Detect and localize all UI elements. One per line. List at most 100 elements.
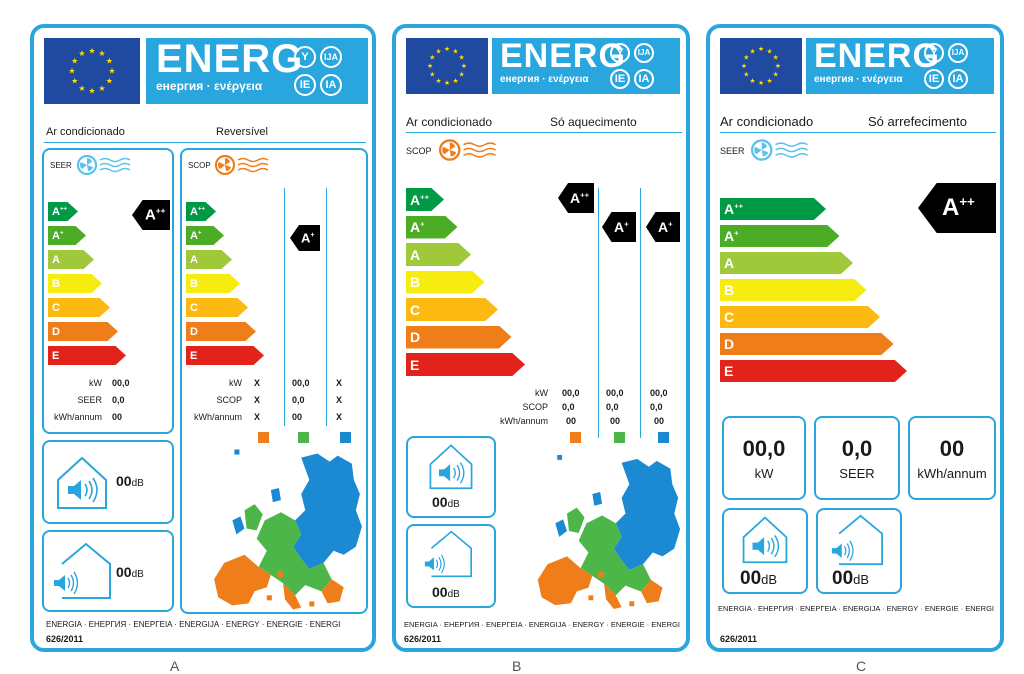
- zone-square-orange: [258, 432, 269, 443]
- row-kw-label: kW: [535, 388, 548, 398]
- class-arrow-c: C: [186, 298, 248, 317]
- footer-languages: ENERGIA · ЕНЕРГИЯ · ΕΝΕΡΓΕΙΑ · ENERGIJA …: [718, 604, 994, 613]
- svg-text:★: ★: [88, 87, 95, 96]
- outdoor-noise-value: 00dB: [116, 564, 144, 580]
- stat-seer-unit: SEER: [839, 466, 875, 481]
- indoor-noise-value: 00dB: [740, 568, 778, 589]
- regulation-number: 626/2011: [720, 634, 758, 644]
- class-arrow-e: E: [406, 353, 525, 376]
- europe-climate-map-icon: [528, 452, 684, 614]
- class-arrow-e: E: [720, 360, 907, 382]
- scop-row-kw-v2: 00,0: [292, 378, 310, 388]
- indoor-noise-value: 00dB: [432, 494, 460, 510]
- eu-flag-icon: ★ ★ ★ ★ ★ ★ ★ ★ ★ ★ ★ ★: [44, 38, 140, 104]
- indoor-noise-panel: [722, 508, 808, 594]
- mode-label: Reversível: [216, 126, 268, 138]
- class-arrow-b: B: [186, 274, 240, 293]
- class-arrow-c: C: [720, 306, 880, 328]
- fan-heat-icon: [214, 154, 274, 176]
- svg-text:★: ★: [71, 77, 78, 86]
- seer-row-kwh-label: kWh/annum: [53, 412, 102, 422]
- scop-row-kwh-v1: X: [254, 412, 261, 422]
- scop-row-kwh-v2: 00: [292, 412, 303, 422]
- product-label: Ar condicionado: [46, 126, 125, 138]
- caption-c: C: [856, 658, 867, 674]
- row-scop-v3: 0,0: [650, 402, 663, 412]
- lang-circle-y: Y: [294, 46, 316, 68]
- lang-circle-ia: IA: [948, 69, 968, 89]
- stat-kwh-unit: kWh/annum: [917, 466, 987, 481]
- zone-divider-1: [284, 188, 285, 426]
- outdoor-noise-icon: [418, 530, 478, 578]
- energy-label-a: ★ ★ ★ ★ ★ ★ ★ ★ ★ ★ ★ ★ ENERG енергия · ενέργεια Y …: [30, 24, 376, 652]
- svg-text:★: ★: [78, 84, 85, 93]
- europe-climate-map-icon: [204, 448, 366, 613]
- class-arrow-ap: A+: [720, 225, 840, 247]
- zone-square-green: [614, 432, 625, 443]
- svg-text:★: ★: [743, 71, 749, 79]
- svg-text:★: ★: [766, 77, 772, 85]
- row-kwh-label: kWh/annum: [499, 416, 548, 426]
- header-divider: [406, 132, 682, 133]
- row-kwh-v2: 00: [610, 416, 621, 426]
- scop-row-kw-label: kW: [229, 378, 242, 388]
- row-kw-v3: 00,0: [650, 388, 668, 398]
- class-arrow-d: D: [48, 322, 118, 341]
- class-arrow-ap: A+: [406, 215, 458, 239]
- row-scop-label: SCOP: [522, 402, 548, 412]
- outdoor-noise-value: 00dB: [832, 568, 870, 589]
- scop-title: SCOP: [406, 146, 432, 156]
- eu-stars-icon: ★ ★★★★★★★★★★★: [741, 45, 781, 87]
- header-divider: [720, 132, 996, 133]
- footer-languages: ENERGIA · ЕНЕРГИЯ · ΕΝΕΡΓΕΙΑ · ENERGIJA …: [404, 620, 680, 629]
- fan-heat-icon: [438, 138, 502, 162]
- scop-badge-zone-1: A++: [558, 183, 594, 213]
- mode-label: Só aquecimento: [550, 115, 637, 129]
- class-arrow-app: A++: [48, 202, 78, 221]
- class-arrow-app: A++: [406, 188, 444, 211]
- lang-circle-ie: IE: [610, 69, 630, 89]
- svg-text:★: ★: [427, 62, 433, 70]
- class-arrow-d: D: [186, 322, 256, 341]
- svg-text:★: ★: [98, 84, 105, 93]
- seer-class-badge: A++: [918, 183, 996, 233]
- class-arrow-c: C: [48, 298, 110, 317]
- scop-row-scop-label: SCOP: [216, 395, 242, 405]
- indoor-noise-icon: [740, 514, 790, 564]
- stat-kwh-value: 00: [939, 436, 965, 461]
- svg-text:★: ★: [452, 77, 458, 85]
- energy-word: ENERG: [156, 37, 304, 81]
- svg-text:★: ★: [743, 54, 749, 62]
- eu-stars-icon: ★ ★★★★★★★★★★★: [68, 47, 115, 96]
- class-arrow-app: A++: [720, 198, 826, 220]
- svg-text:★: ★: [108, 67, 115, 76]
- class-arrow-e: E: [186, 346, 264, 365]
- scop-panel: [180, 148, 368, 614]
- svg-text:★: ★: [775, 62, 781, 70]
- svg-text:★: ★: [88, 47, 95, 56]
- stat-kw-value: 00,0: [742, 436, 786, 461]
- svg-text:★: ★: [741, 62, 747, 70]
- energy-label-c: ★ ★ ★ ★ ★ ★ ★ ★ ★ ★ ★ ★ ENERG енергия · ενέργεια Y …: [706, 24, 1004, 652]
- eu-flag-icon: ★ ★ ★ ★ ★ ★ ★ ★ ★ ★ ★ ★: [720, 38, 802, 94]
- indoor-noise-icon: [54, 454, 110, 510]
- class-arrow-a: A: [48, 250, 94, 269]
- scop-row-scop-v2: 0,0: [292, 395, 305, 405]
- lang-circle-y: Y: [924, 43, 944, 63]
- lang-circle-ie: IE: [924, 69, 944, 89]
- class-arrow-a: A: [406, 243, 471, 266]
- row-kw-v2: 00,0: [606, 388, 624, 398]
- svg-text:★: ★: [71, 57, 78, 66]
- lang-circle-ija: IJA: [320, 46, 342, 68]
- outdoor-noise-panel: [816, 508, 902, 594]
- fan-cool-icon: [76, 154, 136, 176]
- product-label: Ar condicionado: [720, 114, 814, 129]
- svg-text:★: ★: [749, 77, 755, 85]
- scop-row-kw-v3: X: [336, 378, 343, 388]
- class-arrow-d: D: [406, 325, 512, 349]
- class-arrow-ap: A+: [48, 226, 86, 245]
- eu-flag-icon: ★ ★ ★ ★ ★ ★ ★ ★ ★ ★ ★ ★: [406, 38, 488, 94]
- svg-text:★: ★: [749, 47, 755, 55]
- indoor-noise-value: 00dB: [116, 473, 144, 489]
- zone-divider-2: [326, 188, 327, 426]
